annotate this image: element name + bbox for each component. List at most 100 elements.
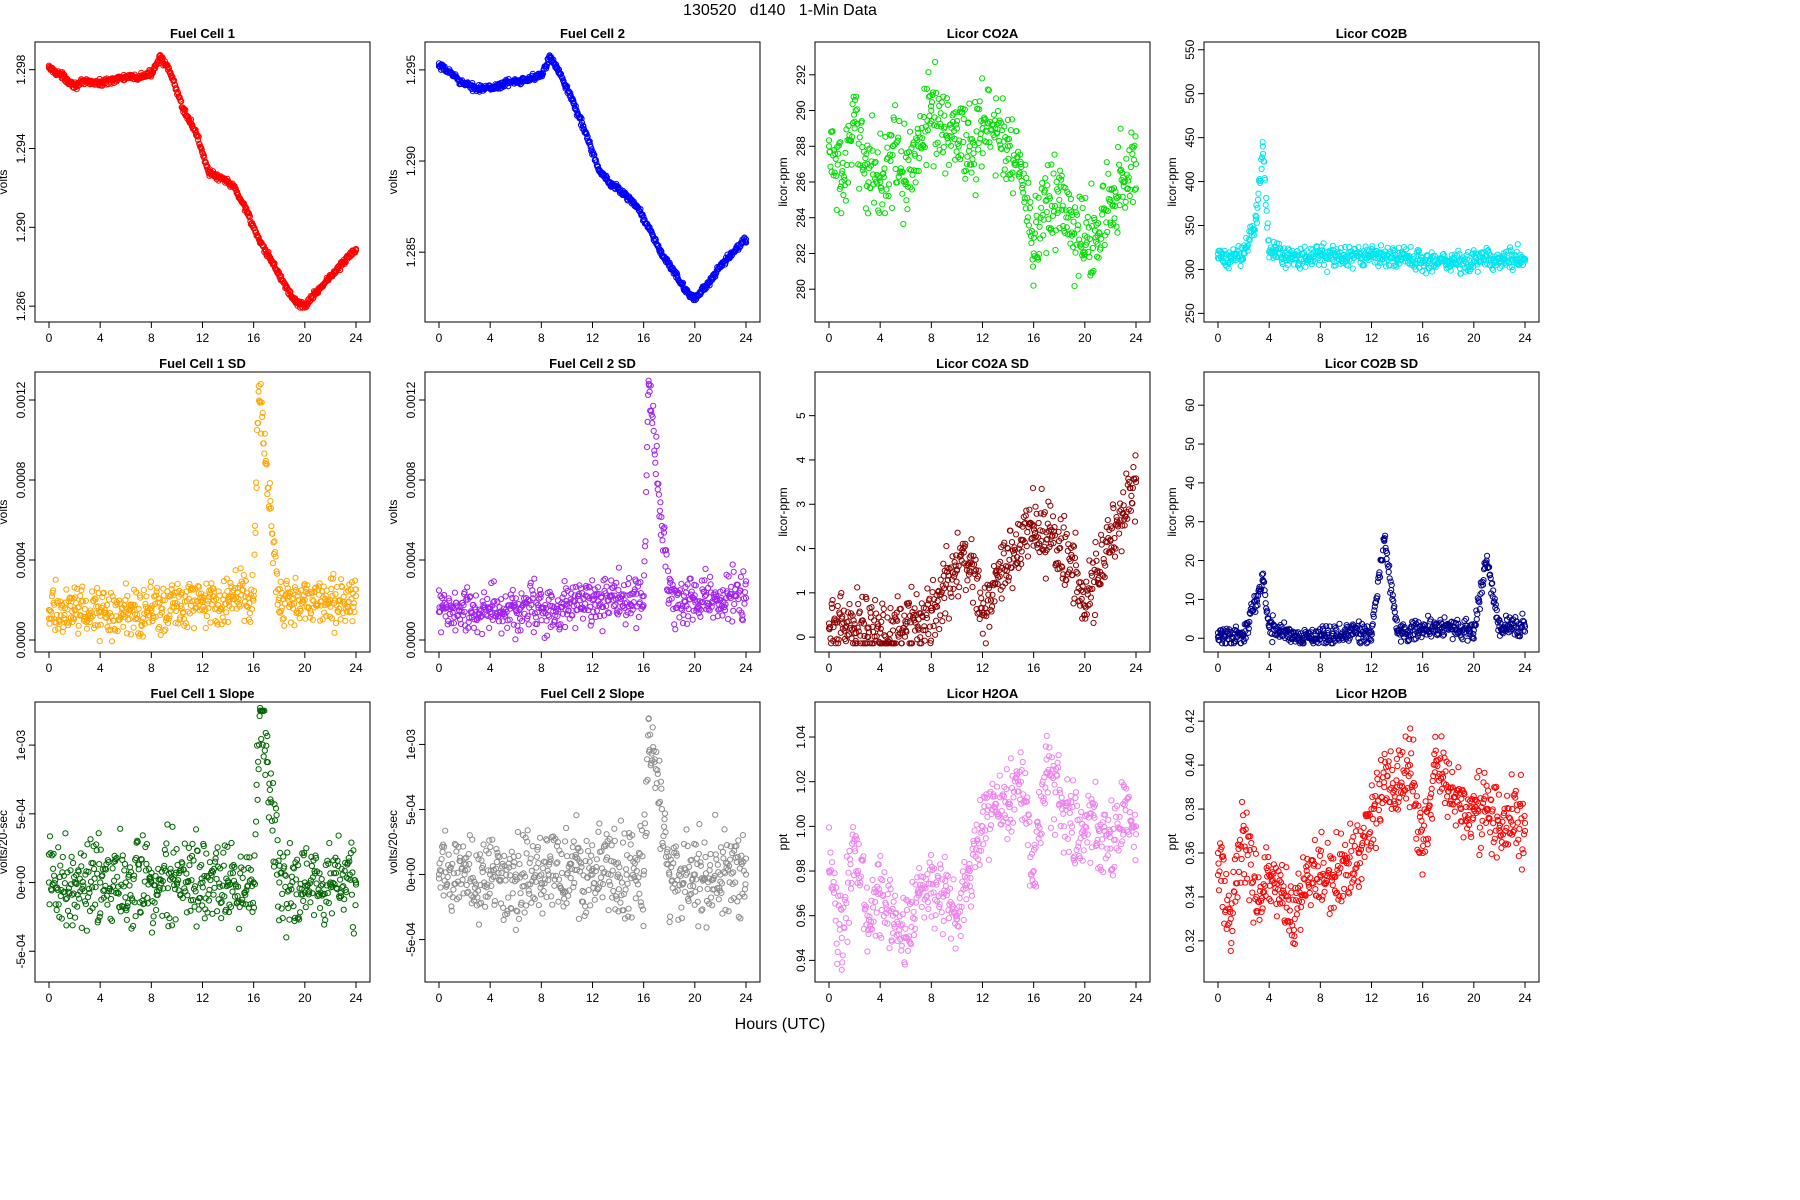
data-point <box>1097 581 1104 588</box>
data-point <box>941 112 948 119</box>
y-tick-label: 20 <box>1183 554 1197 568</box>
data-point <box>1320 240 1327 247</box>
data-point <box>538 72 545 79</box>
data-point <box>59 628 66 635</box>
data-point <box>1264 220 1271 227</box>
data-point <box>675 589 682 597</box>
data-point <box>1008 564 1015 571</box>
data-point <box>684 581 691 588</box>
data-point <box>157 52 164 59</box>
data-point <box>589 577 596 584</box>
data-point <box>320 583 327 590</box>
data-point <box>892 102 899 109</box>
y-tick-label: 5 <box>794 412 808 419</box>
data-point <box>1129 198 1136 206</box>
data-point <box>1248 232 1255 239</box>
data-point <box>330 570 337 578</box>
data-point <box>332 591 339 598</box>
data-point <box>707 581 714 588</box>
data-point <box>544 632 551 639</box>
data-point <box>838 590 845 597</box>
data-point <box>696 605 703 612</box>
data-point <box>1022 161 1029 168</box>
data-point <box>1258 165 1265 172</box>
data-point <box>615 564 622 571</box>
data-point <box>1415 247 1422 254</box>
data-point <box>338 576 345 583</box>
data-point <box>1237 262 1244 269</box>
data-point <box>1109 501 1116 508</box>
data-point <box>1383 263 1390 270</box>
data-point <box>871 159 878 166</box>
data-point <box>1269 639 1276 646</box>
data-point <box>1104 207 1111 215</box>
data-point <box>46 620 53 627</box>
data-point <box>1037 510 1044 517</box>
y-tick-label: 4 <box>794 456 808 463</box>
data-point <box>1050 528 1058 535</box>
data-point <box>180 106 187 113</box>
data-point <box>352 586 360 593</box>
data-point <box>495 618 503 625</box>
data-point <box>1049 532 1056 539</box>
data-point <box>1080 255 1087 262</box>
data-point <box>1082 194 1089 202</box>
data-point <box>1104 517 1111 524</box>
data-point <box>1044 536 1051 543</box>
data-point <box>622 621 629 628</box>
x-tick-label: 20 <box>1467 661 1481 675</box>
y-tick-label: 288 <box>794 136 808 156</box>
data-point <box>857 126 864 134</box>
data-point <box>1000 550 1007 557</box>
data-point <box>1074 211 1081 218</box>
data-point <box>71 606 78 614</box>
data-point <box>627 601 634 608</box>
data-point <box>351 609 358 616</box>
data-point <box>829 128 836 135</box>
data-point <box>651 451 658 458</box>
data-point <box>255 388 262 395</box>
data-point <box>927 640 934 647</box>
data-point <box>1291 254 1298 262</box>
data-point <box>928 107 935 114</box>
data-point <box>721 607 729 614</box>
data-point <box>83 625 91 632</box>
data-point <box>921 637 928 644</box>
data-point <box>912 179 919 186</box>
panel-title: Fuel Cell 2 <box>560 26 625 41</box>
data-point <box>741 600 748 607</box>
data-point <box>177 602 184 609</box>
data-point <box>640 602 647 609</box>
y-tick-label: 292 <box>794 64 808 84</box>
x-tick-label: 8 <box>148 331 155 345</box>
data-point <box>103 601 111 609</box>
x-tick-label: 16 <box>247 331 261 345</box>
data-point <box>1021 195 1028 202</box>
data-point <box>565 607 572 614</box>
chart-panel: Fuel Cell 20 4 8 12 16 20 241.2851.2901.295vol… <box>386 26 761 345</box>
data-point <box>221 618 228 625</box>
data-point <box>1078 244 1085 251</box>
data-point <box>635 613 642 621</box>
data-point <box>1005 563 1012 570</box>
data-point <box>1118 166 1125 174</box>
data-point <box>272 553 279 560</box>
data-point <box>949 553 956 560</box>
data-point <box>152 65 159 72</box>
data-point <box>881 165 888 172</box>
data-point <box>1100 182 1107 189</box>
data-point <box>130 624 137 631</box>
data-point <box>876 209 883 216</box>
data-point <box>1232 623 1240 630</box>
data-point <box>977 130 984 138</box>
data-point <box>1056 196 1063 203</box>
data-point <box>962 540 969 547</box>
y-tick-label: 400 <box>1183 171 1197 191</box>
data-point <box>1068 554 1076 561</box>
data-point <box>633 625 640 632</box>
data-point <box>81 606 89 613</box>
data-point <box>1126 192 1133 200</box>
data-point <box>923 615 930 622</box>
data-point <box>593 607 600 614</box>
data-point <box>472 606 479 613</box>
